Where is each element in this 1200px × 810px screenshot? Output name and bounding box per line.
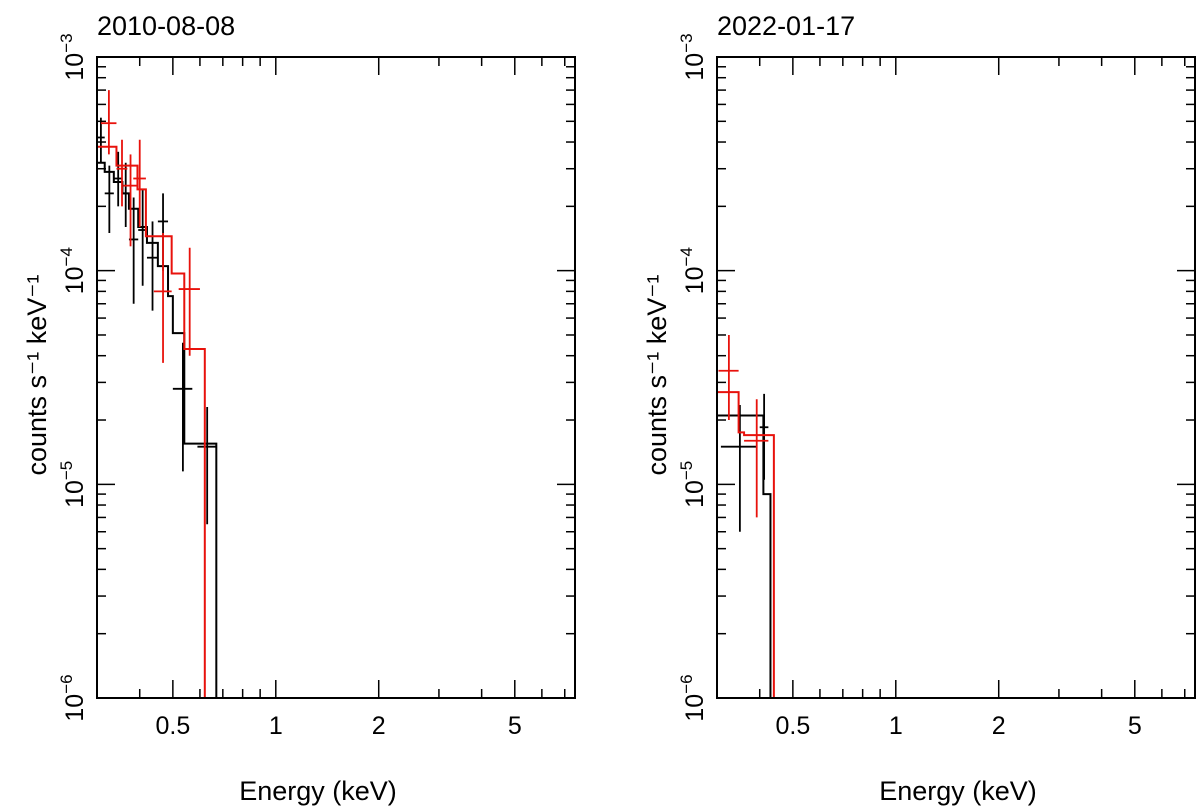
y-tick-label-text: 10−4 xyxy=(677,247,709,294)
panel-2010-08-08: 2010-08-08 Energy (keV) counts s⁻¹ keV⁻¹… xyxy=(22,11,576,806)
data-layer xyxy=(97,90,218,698)
series-red xyxy=(97,90,206,698)
x-tick-label: 2 xyxy=(372,712,386,740)
y-tick-label: 10−6 xyxy=(677,674,709,721)
y-tick-label: 10−6 xyxy=(57,674,89,721)
series-red xyxy=(717,334,775,698)
y-tick-base: 10 xyxy=(681,694,709,722)
y-tick-label-text: 10−3 xyxy=(677,33,709,80)
y-tick-label: 10−4 xyxy=(57,247,89,294)
model-step-red xyxy=(717,391,775,698)
y-tick-label-text: 10−3 xyxy=(57,33,89,80)
y-tick-label: 10−3 xyxy=(677,33,709,80)
panel-title: 2010-08-08 xyxy=(97,11,235,41)
model-step-red xyxy=(97,145,206,698)
panel-2022-01-17: 2022-01-17 Energy (keV) counts s⁻¹ keV⁻¹… xyxy=(642,11,1196,806)
x-tick-label: 5 xyxy=(1128,712,1142,740)
panel-title: 2022-01-17 xyxy=(717,11,855,41)
y-tick-base: 10 xyxy=(681,480,709,508)
data-layer xyxy=(717,334,775,698)
model-step-black xyxy=(717,414,772,698)
plot-frame xyxy=(716,56,1196,699)
y-tick-label: 10−5 xyxy=(57,461,89,508)
x-tick-label: 0.5 xyxy=(775,712,810,740)
y-tick-label: 10−3 xyxy=(57,33,89,80)
x-tick-label: 0.5 xyxy=(155,712,190,740)
y-tick-exponent: −3 xyxy=(677,33,696,52)
y-axis-label: counts s⁻¹ keV⁻¹ xyxy=(22,274,52,475)
x-tick-label: 2 xyxy=(992,712,1006,740)
y-tick-base: 10 xyxy=(681,53,709,81)
y-tick-exponent: −6 xyxy=(57,674,76,693)
y-tick-exponent: −4 xyxy=(677,247,696,266)
y-tick-exponent: −5 xyxy=(57,461,76,480)
x-axis-label: Energy (keV) xyxy=(239,776,397,806)
x-tick-label: 1 xyxy=(889,712,903,740)
series-black xyxy=(97,117,218,698)
y-tick-exponent: −4 xyxy=(57,247,76,266)
axis-ticks: 0.5 1 2 510−610−510−410−3 xyxy=(57,33,575,740)
y-tick-exponent: −6 xyxy=(677,674,696,693)
plot-frame xyxy=(96,56,576,699)
y-axis-label: counts s⁻¹ keV⁻¹ xyxy=(642,274,672,475)
y-tick-base: 10 xyxy=(61,480,89,508)
x-tick-label: 1 xyxy=(269,712,283,740)
x-tick-label: 5 xyxy=(508,712,522,740)
model-step-black xyxy=(97,161,218,698)
y-tick-label-text: 10−5 xyxy=(57,461,89,508)
y-tick-base: 10 xyxy=(681,266,709,294)
series-black xyxy=(717,393,772,698)
y-tick-label: 10−5 xyxy=(677,461,709,508)
y-tick-label: 10−4 xyxy=(677,247,709,294)
y-tick-label-text: 10−5 xyxy=(677,461,709,508)
y-tick-exponent: −5 xyxy=(677,461,696,480)
y-tick-base: 10 xyxy=(61,266,89,294)
y-tick-label-text: 10−6 xyxy=(677,674,709,721)
y-tick-label-text: 10−6 xyxy=(57,674,89,721)
x-axis-label: Energy (keV) xyxy=(879,776,1037,806)
axis-ticks: 0.5 1 2 510−610−510−410−3 xyxy=(677,33,1195,740)
y-tick-base: 10 xyxy=(61,53,89,81)
y-tick-label-text: 10−4 xyxy=(57,247,89,294)
y-tick-base: 10 xyxy=(61,694,89,722)
y-tick-exponent: −3 xyxy=(57,33,76,52)
